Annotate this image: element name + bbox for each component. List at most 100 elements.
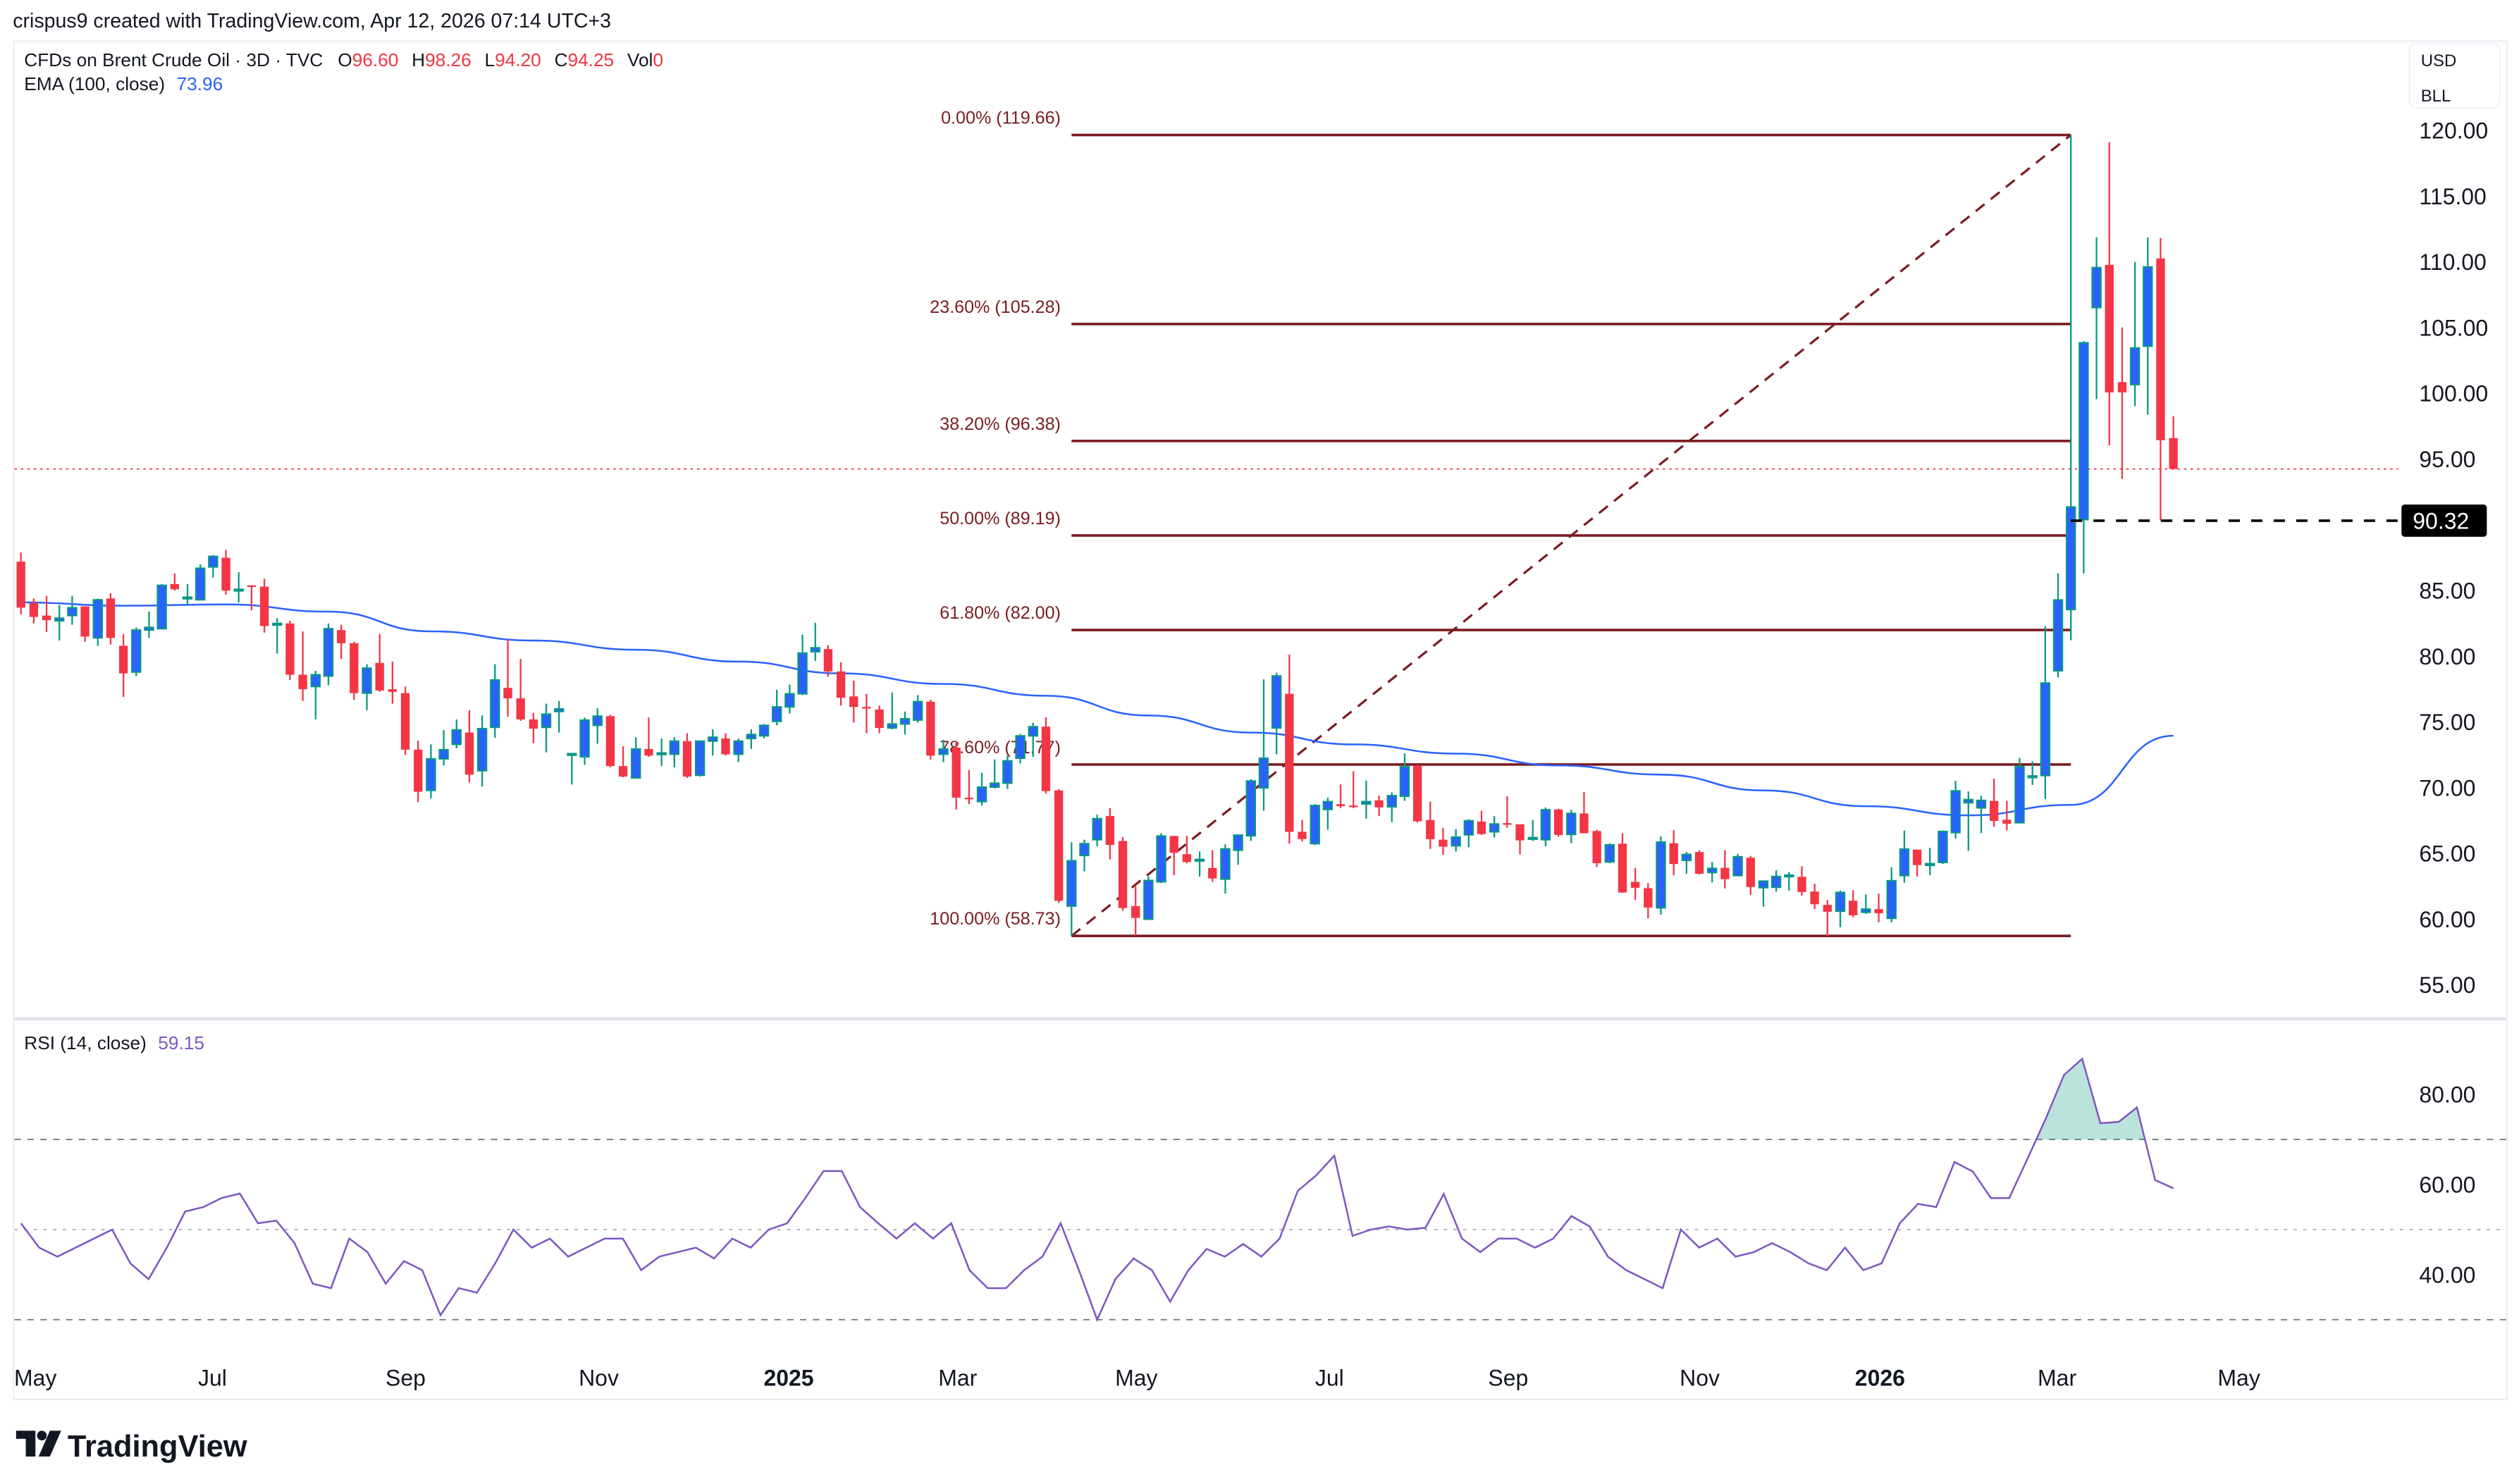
candle-down (1118, 836, 1128, 911)
candle-body (951, 748, 961, 798)
high-label: H (412, 49, 425, 70)
candle-down (247, 585, 257, 611)
candle-up (694, 740, 706, 777)
candle-body (938, 748, 949, 755)
candle-up (1028, 722, 1038, 758)
candle-body (1694, 852, 1704, 874)
ema-legend[interactable]: EMA (100, close) 73.96 (24, 73, 223, 94)
candle-body (567, 753, 577, 756)
candle-down (336, 624, 346, 660)
candle-body (1463, 820, 1474, 836)
candle-body (1925, 862, 1935, 867)
candle-body (1849, 901, 1858, 915)
candle-body (1041, 726, 1051, 791)
candle-down (298, 631, 307, 701)
candle-body (54, 617, 65, 622)
candle-down (682, 733, 692, 778)
candle-down (1694, 850, 1704, 874)
candle-body (529, 719, 538, 729)
candle-body (836, 671, 846, 698)
candle-body (875, 709, 884, 729)
candle-body (1618, 843, 1627, 893)
rsi-line (20, 1057, 2174, 1323)
candle-up (131, 627, 142, 676)
candle-body (1770, 875, 1782, 889)
time-tick-label: May (1115, 1365, 1157, 1390)
candle-up (490, 664, 500, 738)
candle-down (1412, 765, 1422, 823)
candle-up (2129, 261, 2141, 407)
candle-body (1477, 821, 1486, 834)
candle-body (1118, 841, 1128, 908)
candle-body (1861, 908, 1871, 913)
candle-body (247, 585, 257, 587)
fibonacci-retracement[interactable]: 0.00% (119.66) 23.60% (105.28) 38.20% (96.… (930, 109, 2072, 938)
candle-up (592, 708, 603, 744)
candle-up (541, 703, 552, 753)
candle-body (669, 740, 679, 755)
candle-body (1451, 836, 1461, 847)
candle-body (400, 693, 410, 750)
candle-up (1540, 807, 1551, 846)
price-tick-label: 120.00 (2419, 118, 2488, 144)
candle-body (2027, 775, 2038, 779)
candle-up (1092, 815, 1102, 846)
currency-label: USD (2421, 51, 2457, 70)
tradingview-logo[interactable]: TradingView (16, 1430, 247, 1464)
candle-body (899, 718, 911, 725)
candle-body (721, 738, 730, 755)
candle-body (182, 596, 193, 600)
candle-down (388, 661, 398, 704)
fib-trend-line[interactable] (1071, 134, 2072, 937)
candle-down (1298, 820, 1307, 842)
candle-up (1963, 791, 1973, 851)
candles (16, 135, 2178, 936)
candle-down (2156, 237, 2165, 521)
candle-body (476, 727, 488, 772)
rsi-tick-label: 60.00 (2419, 1172, 2475, 1197)
open-value: 96.60 (352, 49, 399, 70)
candle-down (1054, 789, 1064, 903)
candle-up (438, 729, 449, 766)
candle-up (976, 772, 987, 806)
candle-down (823, 645, 833, 677)
candle-body (1245, 780, 1256, 837)
price-marker-label: 90.32 (2413, 508, 2469, 533)
candle-body (336, 630, 346, 643)
rsi-legend[interactable]: RSI (14, close) 59.15 (24, 1032, 204, 1053)
candle-up (1681, 852, 1692, 874)
candle-body (323, 628, 334, 677)
candle-body (67, 607, 78, 617)
candle-body (118, 645, 128, 674)
time-axis[interactable]: May Jul Sep Nov 2025 Mar May Jul Sep Nov 2026 Mar Ma… (14, 1365, 2260, 1390)
candle-down (29, 598, 39, 624)
candle-body (1374, 800, 1384, 808)
candle-up (1899, 830, 1910, 883)
candle-down (1041, 717, 1051, 794)
candle-body (2156, 258, 2165, 440)
candle-body (1644, 888, 1653, 908)
currency-unit-box[interactable] (2408, 42, 2501, 109)
candle-body (42, 615, 51, 621)
candle-down (1912, 849, 1922, 877)
candle-body (1630, 882, 1640, 888)
candle-up (2052, 573, 2064, 678)
volume-label: Vol (627, 49, 653, 70)
rsi-value: 59.15 (158, 1032, 204, 1053)
candle-up (1002, 755, 1013, 789)
time-tick-label: Sep (1488, 1365, 1528, 1390)
price-axis[interactable]: USD BLL 120.00 115.00 110.00 105.00 100.00 95… (2408, 42, 2501, 1287)
candle-body (131, 629, 142, 673)
candle-body (464, 732, 474, 775)
candle-up (1015, 734, 1026, 764)
candle-body (1349, 805, 1358, 808)
candle-body (1592, 831, 1601, 864)
candle-body (656, 752, 667, 755)
candle-up (1925, 848, 1935, 876)
ema-line (20, 601, 2174, 817)
candle-body (1412, 765, 1422, 822)
candle-down (1797, 866, 1806, 896)
fib-level-label: 50.00% (89.19) (940, 509, 1061, 528)
candle-up (67, 595, 78, 625)
time-tick-label: Mar (2038, 1365, 2076, 1390)
